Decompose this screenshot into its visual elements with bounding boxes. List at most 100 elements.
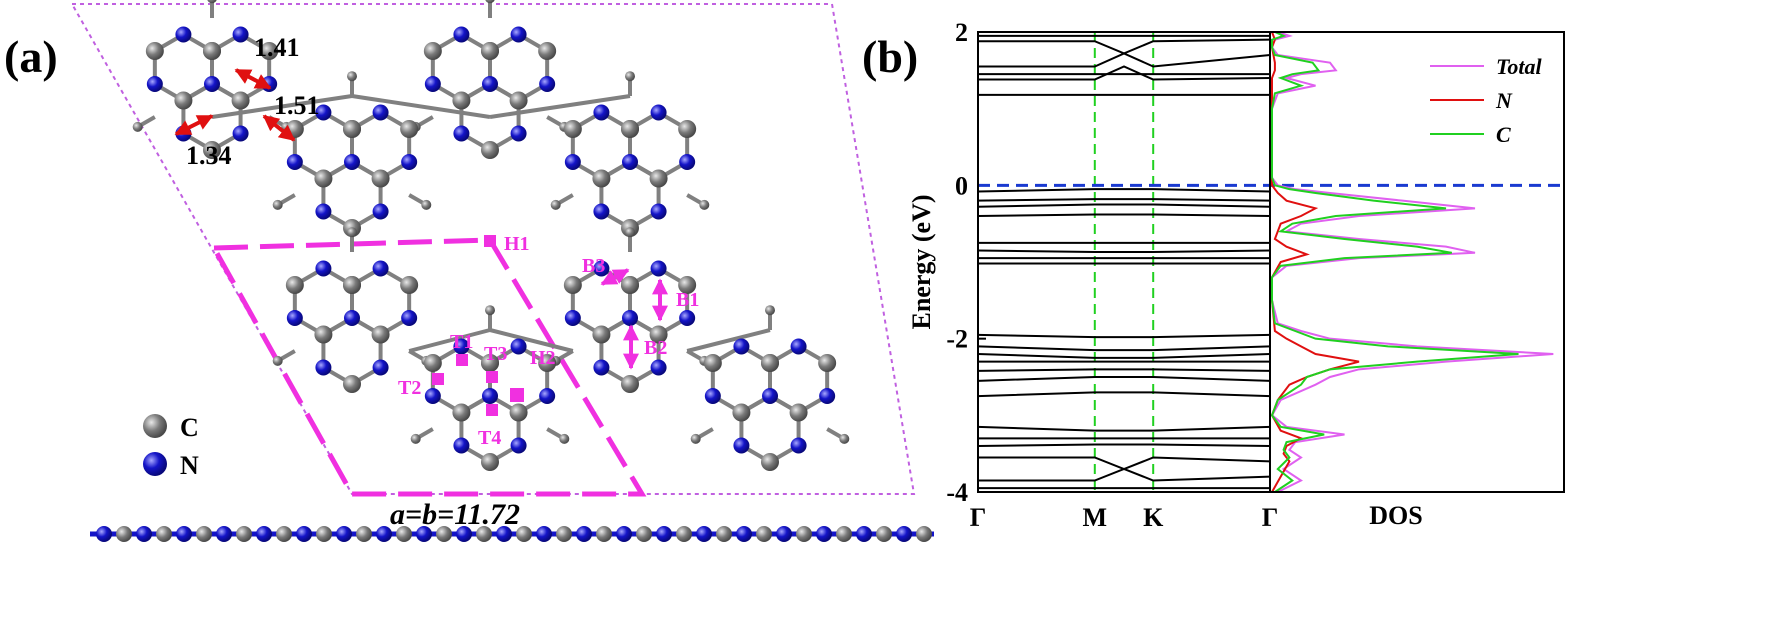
nitrogen-atom [424,388,441,404]
band-line [977,443,1271,447]
nitrogen-atom [536,526,552,542]
primitive-cell-outline [209,237,647,497]
bond-label: 1.41 [254,33,300,62]
carbon-atom [436,526,452,542]
nitrogen-atom [453,125,470,142]
nitrogen-atom [232,26,249,43]
terminal-carbon [559,433,570,444]
nitrogen-atom [372,260,389,277]
dos-plot [1270,31,1554,493]
carbon-atom [592,169,611,188]
nitrogen-atom [856,526,872,542]
y-tick-label: 0 [955,171,968,200]
carbon-atom [509,91,528,110]
carbon-atom [761,354,779,372]
atom-legend: C N [143,413,199,480]
y-axis-label: Energy (eV) [907,194,936,329]
site-marker-hex [510,388,524,402]
carbon-atom [314,169,333,188]
carbon-atom [452,403,471,422]
nitrogen-atom [482,388,498,404]
band-line [978,456,1271,471]
nitrogen-atom [704,388,721,404]
carbon-atom [678,120,697,138]
terminal-carbon [839,433,850,444]
y-tick-label: -2 [946,325,968,354]
carbon-atom [174,91,193,110]
nitrogen-atom [175,26,192,43]
nitrogen-atom [372,359,389,376]
nitrogen-atom [564,154,581,170]
side-view-chain [90,526,934,542]
bond-label: 1.34 [186,141,232,170]
nitrogen-atom [315,260,332,277]
site-label: H2 [530,347,556,369]
nitrogen-atom [232,125,249,142]
carbon-atom [481,453,499,471]
carbon-atom [649,169,668,188]
bond-arrow-151 [262,114,296,142]
nitrogen-atom [176,526,192,542]
bridge-bond [489,94,631,119]
nitrogen-atom [510,437,527,454]
nitrogen-atom [650,260,667,277]
carbon-atom [516,526,532,542]
terminal-carbon [625,227,635,238]
nitrogen-atom [146,76,163,92]
carbon-atom [260,42,279,60]
nitrogen-atom [650,203,667,220]
carbon-atom [343,276,361,294]
nitrogen-atom [256,526,272,542]
site-marker-h1 [484,235,496,247]
nitrogen-atom [762,388,778,404]
nitrogen-atom [315,104,332,121]
carbon-atom [276,526,292,542]
carbon-atom [423,42,442,60]
site-label: B2 [644,337,667,359]
carbon-atom [703,354,722,372]
band-plot-frame [977,31,1271,493]
carbon-atom [678,276,697,294]
band-line [977,333,1271,339]
carbon-atom [538,42,557,60]
band-line [977,425,1271,432]
nitrogen-atom [216,526,232,542]
carbon-atom [400,120,419,138]
nitrogen-atom [790,338,807,355]
dos-plot-frame [1269,31,1565,493]
terminal-carbon [765,305,775,316]
carbon-atom [621,120,639,138]
terminal-carbon [625,71,635,82]
carbon-atom [796,526,812,542]
nitrogen-atom [650,359,667,376]
carbon-atom [316,526,332,542]
nitrogen-atom [453,437,470,454]
terminal-carbon [347,71,357,82]
carbon-atom [285,276,304,294]
nitrogen-atom [453,338,470,355]
kpoint-label: Γ [970,503,987,532]
site-label: T1 [450,331,473,353]
nitrogen-atom [376,526,392,542]
carbon-atom [400,276,419,294]
bond-length-arrows [174,68,296,142]
terminal-carbon [550,199,561,210]
nitrogen-atom [593,359,610,376]
band-line [977,391,1271,398]
legend-label: Total [1496,54,1543,79]
nitrogen-atom [416,526,432,542]
supercell-outline [70,3,916,495]
terminal-carbon [272,355,283,366]
carbon-atom [396,526,412,542]
nitrogen-atom [616,526,632,542]
carbon-atom [876,526,892,542]
nitrogen-atom [372,203,389,220]
panel-b-label: (b) [862,31,918,82]
site-label: T2 [398,377,421,399]
nitrogen-atom [344,310,360,326]
carbon-atom [231,91,250,110]
site-label: T4 [478,427,501,449]
carbon-atom-icon [143,414,167,438]
y-tick-label: -4 [946,478,968,507]
carbon-atom [538,354,557,372]
